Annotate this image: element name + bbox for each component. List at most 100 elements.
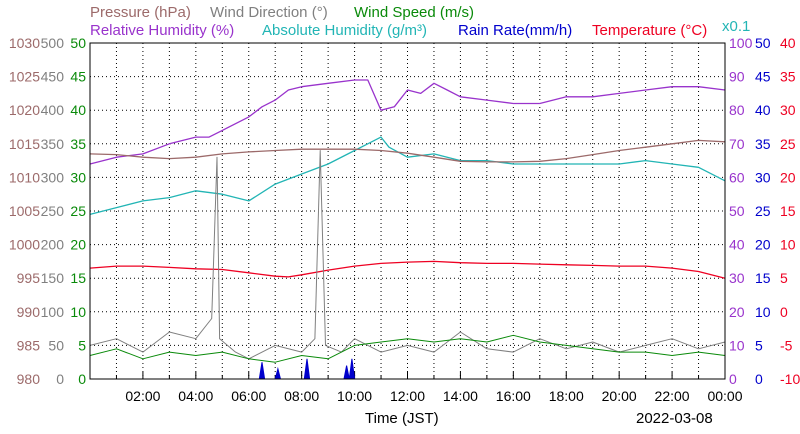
y-tick-relative-humidity: 100 <box>729 35 753 51</box>
x-tick-label: 04:00 <box>178 388 213 404</box>
y-tick-pressure: 1010 <box>9 169 40 185</box>
y-tick-wind-direction: 250 <box>41 203 65 219</box>
y-tick-wind-speed: 40 <box>70 102 86 118</box>
y-tick-temperature: 15 <box>780 203 796 219</box>
y-tick-relative-humidity: 20 <box>729 304 745 320</box>
x-axis: 02:00 04:00 06:00 08:00 10:00 12:00 14:00 16:00… <box>115 372 743 404</box>
y-tick-temperature: -10 <box>780 371 800 387</box>
y-tick-rain-rate: 45 <box>755 69 771 85</box>
y-tick-relative-humidity: 0 <box>729 371 737 387</box>
series-temperature <box>89 260 726 279</box>
y-tick-wind-speed: 35 <box>70 136 86 152</box>
y-tick-temperature: 20 <box>780 169 796 185</box>
y-tick-wind-direction: 50 <box>48 337 64 353</box>
y-tick-temperature: -5 <box>780 337 793 353</box>
y-tick-rain-rate: 25 <box>755 203 771 219</box>
x-tick-label: 14:00 <box>443 388 478 404</box>
y-tick-wind-speed: 20 <box>70 237 86 253</box>
series-wind-speed <box>89 334 726 363</box>
y-tick-wind-direction: 200 <box>41 237 65 253</box>
y-tick-wind-speed: 45 <box>70 69 86 85</box>
y-tick-pressure: 1005 <box>9 203 40 219</box>
date-label: 2022-03-08 <box>636 410 713 427</box>
y-tick-rain-rate: 20 <box>755 237 771 253</box>
x-tick-label: 22:00 <box>655 388 690 404</box>
x-tick-label: 10:00 <box>337 388 372 404</box>
grid <box>90 43 725 379</box>
series-group <box>89 79 726 380</box>
series-relative-humidity <box>89 79 726 165</box>
legend-wind-speed: Wind Speed (m/s) <box>354 4 474 21</box>
x-tick-label: 20:00 <box>602 388 637 404</box>
y-tick-pressure: 990 <box>17 304 41 320</box>
series-pressure <box>89 139 726 163</box>
y-tick-relative-humidity: 70 <box>729 136 745 152</box>
x-axis-label: Time (JST) <box>365 410 439 427</box>
y-tick-temperature: 30 <box>780 102 796 118</box>
legend-absolute-humidity: Absolute Humidity (g/m³) <box>262 22 427 39</box>
x-tick-label: 18:00 <box>549 388 584 404</box>
y-tick-pressure: 980 <box>17 371 41 387</box>
y-axes: 1030102510201015101010051000995990985980… <box>9 35 800 387</box>
x-tick-label: 00:00 <box>707 388 742 404</box>
series-rain-rate <box>90 358 725 380</box>
y-tick-pressure: 985 <box>17 337 41 353</box>
y-tick-rain-rate: 50 <box>755 35 771 51</box>
y-tick-wind-speed: 5 <box>78 337 86 353</box>
y-tick-relative-humidity: 30 <box>729 270 745 286</box>
legend-wind-direction: Wind Direction (°) <box>210 4 328 21</box>
y-tick-wind-direction: 150 <box>41 270 65 286</box>
y-tick-wind-direction: 300 <box>41 169 65 185</box>
y-tick-rain-rate: 5 <box>755 337 763 353</box>
y-tick-temperature: 25 <box>780 136 796 152</box>
x-tick-label: 16:00 <box>496 388 531 404</box>
y-tick-pressure: 1020 <box>9 102 40 118</box>
y-tick-relative-humidity: 80 <box>729 102 745 118</box>
y-tick-temperature: 35 <box>780 69 796 85</box>
y-tick-relative-humidity: 90 <box>729 69 745 85</box>
x-tick-label: 08:00 <box>284 388 319 404</box>
legend-temperature: Temperature (°C) <box>592 22 707 39</box>
y-tick-pressure: 995 <box>17 270 41 286</box>
x-tick-label: 02:00 <box>125 388 160 404</box>
y-tick-rain-rate: 0 <box>755 371 763 387</box>
y-tick-pressure: 1000 <box>9 237 40 253</box>
y-tick-rain-rate: 40 <box>755 102 771 118</box>
y-tick-wind-direction: 100 <box>41 304 65 320</box>
y-tick-rain-rate: 10 <box>755 304 771 320</box>
legend-pressure: Pressure (hPa) <box>90 4 191 21</box>
series-absolute-humidity <box>89 136 726 216</box>
y-tick-temperature: 40 <box>780 35 796 51</box>
y-tick-temperature: 10 <box>780 237 796 253</box>
legend-rain-rate: Rain Rate(mm/h) <box>458 22 572 39</box>
plot-frame <box>89 42 726 380</box>
y-tick-pressure: 1025 <box>9 69 40 85</box>
legend-relative-humidity: Relative Humidity (%) <box>90 22 234 39</box>
y-tick-pressure: 1030 <box>9 35 40 51</box>
y-tick-wind-speed: 25 <box>70 203 86 219</box>
y-tick-rain-rate: 35 <box>755 136 771 152</box>
y-tick-wind-direction: 400 <box>41 102 65 118</box>
y-tick-relative-humidity: 60 <box>729 169 745 185</box>
y-tick-wind-speed: 0 <box>78 371 86 387</box>
y-tick-wind-speed: 50 <box>70 35 86 51</box>
y-tick-relative-humidity: 10 <box>729 337 745 353</box>
y-tick-wind-speed: 30 <box>70 169 86 185</box>
y-tick-wind-direction: 350 <box>41 136 65 152</box>
y-tick-wind-speed: 15 <box>70 270 86 286</box>
y-tick-wind-direction: 0 <box>56 371 64 387</box>
y-tick-relative-humidity: 40 <box>729 237 745 253</box>
x-tick-label: 12:00 <box>390 388 425 404</box>
y-tick-relative-humidity: 50 <box>729 203 745 219</box>
y-tick-rain-rate: 30 <box>755 169 771 185</box>
y-tick-temperature: 5 <box>780 270 788 286</box>
y-tick-rain-rate: 15 <box>755 270 771 286</box>
legend-scale-note: x0.1 <box>722 18 750 35</box>
y-tick-wind-direction: 450 <box>41 69 65 85</box>
y-tick-wind-speed: 10 <box>70 304 86 320</box>
y-tick-temperature: 0 <box>780 304 788 320</box>
x-tick-label: 06:00 <box>231 388 266 404</box>
y-tick-wind-direction: 500 <box>41 35 65 51</box>
